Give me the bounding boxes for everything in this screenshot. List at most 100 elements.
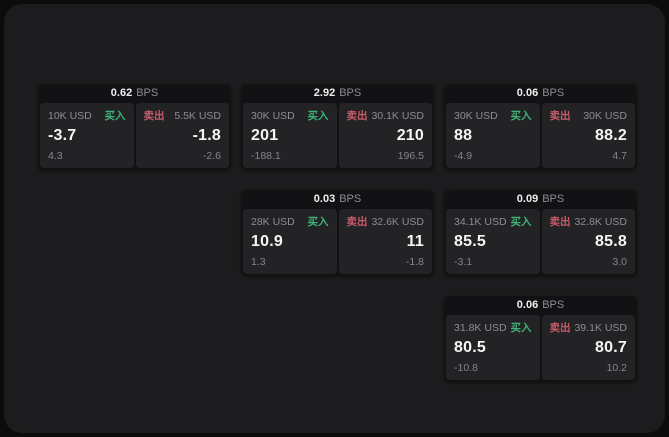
bps-unit-label: BPS	[542, 193, 565, 205]
bps-unit-label: BPS	[136, 87, 159, 99]
sell-price: 88.2	[595, 127, 627, 144]
sell-side-label: 卖出	[549, 110, 571, 122]
buy-tile-top-row: 31.8K USD 买入	[454, 322, 532, 334]
buy-delta: -3.1	[454, 256, 473, 268]
sell-amount: 5.5K USD	[174, 110, 221, 122]
bps-value: 0.09	[516, 193, 539, 205]
sell-delta: 10.2	[606, 362, 627, 374]
sell-side-label: 卖出	[346, 110, 368, 122]
sell-tile-top-row: 卖出 39.1K USD	[550, 322, 628, 334]
bps-value: 0.03	[313, 193, 336, 205]
buy-amount: 28K USD	[251, 216, 295, 228]
card-header: 2.92 BPS	[241, 84, 434, 103]
sell-quote-tile[interactable]: 卖出 30K USD 88.2 4.7	[541, 103, 635, 168]
sell-tile-top-row: 卖出 30.1K USD	[347, 110, 425, 122]
sell-price: 85.8	[595, 233, 627, 250]
sell-delta: -2.6	[202, 150, 221, 162]
bps-value: 0.06	[516, 299, 539, 311]
quote-card: 0.09 BPS 34.1K USD 买入 85.5 -3.1 卖出 32.8K…	[444, 190, 637, 276]
sell-delta: 196.5	[397, 150, 424, 162]
card-header: 0.09 BPS	[444, 190, 637, 209]
sell-quote-tile[interactable]: 卖出 39.1K USD 80.7 10.2	[541, 315, 635, 380]
sell-price: -1.8	[192, 127, 221, 144]
sell-delta: 3.0	[612, 256, 627, 268]
buy-quote-tile[interactable]: 34.1K USD 买入 85.5 -3.1	[446, 209, 540, 274]
sell-quote-tile[interactable]: 卖出 32.6K USD 11 -1.8	[338, 209, 432, 274]
bps-unit-label: BPS	[542, 87, 565, 99]
buy-delta: -188.1	[251, 150, 281, 162]
buy-tile-top-row: 30K USD 买入	[251, 110, 329, 122]
sell-amount: 32.6K USD	[371, 216, 424, 228]
card-body: 28K USD 买入 10.9 1.3 卖出 32.6K USD 11 -1.8	[241, 209, 434, 276]
card-body: 30K USD 买入 201 -188.1 卖出 30.1K USD 210 1…	[241, 103, 434, 170]
quote-card: 0.06 BPS 30K USD 买入 88 -4.9 卖出 30K USD 8…	[444, 84, 637, 170]
main-panel: 0.62 BPS 10K USD 买入 -3.7 4.3 卖出 5.5K USD…	[4, 4, 665, 433]
buy-side-label: 买入	[307, 110, 329, 122]
buy-quote-tile[interactable]: 28K USD 买入 10.9 1.3	[243, 209, 337, 274]
buy-amount: 30K USD	[454, 110, 498, 122]
buy-delta: -4.9	[454, 150, 473, 162]
buy-amount: 34.1K USD	[454, 216, 507, 228]
sell-tile-top-row: 卖出 32.8K USD	[550, 216, 628, 228]
buy-quote-tile[interactable]: 30K USD 买入 88 -4.9	[446, 103, 540, 168]
sell-amount: 30.1K USD	[371, 110, 424, 122]
bps-unit-label: BPS	[339, 87, 362, 99]
card-header: 0.62 BPS	[38, 84, 231, 103]
card-body: 10K USD 买入 -3.7 4.3 卖出 5.5K USD -1.8 -2.…	[38, 103, 231, 170]
buy-amount: 30K USD	[251, 110, 295, 122]
sell-quote-tile[interactable]: 卖出 30.1K USD 210 196.5	[338, 103, 432, 168]
sell-price: 210	[396, 127, 424, 144]
card-body: 30K USD 买入 88 -4.9 卖出 30K USD 88.2 4.7	[444, 103, 637, 170]
sell-amount: 39.1K USD	[574, 322, 627, 334]
buy-tile-top-row: 34.1K USD 买入	[454, 216, 532, 228]
buy-price: 88	[454, 127, 473, 144]
sell-tile-top-row: 卖出 30K USD	[550, 110, 628, 122]
sell-delta: -1.8	[405, 256, 424, 268]
bps-unit-label: BPS	[542, 299, 565, 311]
sell-tile-top-row: 卖出 5.5K USD	[144, 110, 222, 122]
sell-side-label: 卖出	[346, 216, 368, 228]
buy-delta: -10.8	[454, 362, 478, 374]
sell-delta: 4.7	[612, 150, 627, 162]
sell-amount: 30K USD	[583, 110, 627, 122]
sell-quote-tile[interactable]: 卖出 5.5K USD -1.8 -2.6	[135, 103, 229, 168]
buy-price: 201	[251, 127, 279, 144]
buy-side-label: 买入	[510, 110, 532, 122]
sell-side-label: 卖出	[549, 216, 571, 228]
quote-cards-grid: 0.62 BPS 10K USD 买入 -3.7 4.3 卖出 5.5K USD…	[38, 84, 637, 382]
sell-price: 80.7	[595, 339, 627, 356]
card-body: 31.8K USD 买入 80.5 -10.8 卖出 39.1K USD 80.…	[444, 315, 637, 382]
sell-tile-top-row: 卖出 32.6K USD	[347, 216, 425, 228]
buy-side-label: 买入	[307, 216, 329, 228]
buy-tile-top-row: 10K USD 买入	[48, 110, 126, 122]
buy-side-label: 买入	[104, 110, 126, 122]
quote-card: 0.62 BPS 10K USD 买入 -3.7 4.3 卖出 5.5K USD…	[38, 84, 231, 170]
sell-price: 11	[406, 233, 424, 250]
quote-card: 0.06 BPS 31.8K USD 买入 80.5 -10.8 卖出 39.1…	[444, 296, 637, 382]
buy-price: -3.7	[48, 127, 77, 144]
quote-card: 2.92 BPS 30K USD 买入 201 -188.1 卖出 30.1K …	[241, 84, 434, 170]
bps-value: 0.62	[110, 87, 133, 99]
card-header: 0.06 BPS	[444, 296, 637, 315]
card-header: 0.03 BPS	[241, 190, 434, 209]
buy-amount: 31.8K USD	[454, 322, 507, 334]
sell-side-label: 卖出	[549, 322, 571, 334]
sell-quote-tile[interactable]: 卖出 32.8K USD 85.8 3.0	[541, 209, 635, 274]
sell-side-label: 卖出	[143, 110, 165, 122]
card-header: 0.06 BPS	[444, 84, 637, 103]
buy-delta: 4.3	[48, 150, 63, 162]
buy-side-label: 买入	[510, 216, 532, 228]
bps-unit-label: BPS	[339, 193, 362, 205]
buy-amount: 10K USD	[48, 110, 92, 122]
bps-value: 0.06	[516, 87, 539, 99]
buy-tile-top-row: 28K USD 买入	[251, 216, 329, 228]
buy-quote-tile[interactable]: 31.8K USD 买入 80.5 -10.8	[446, 315, 540, 380]
quote-card: 0.03 BPS 28K USD 买入 10.9 1.3 卖出 32.6K US…	[241, 190, 434, 276]
buy-price: 85.5	[454, 233, 486, 250]
buy-quote-tile[interactable]: 30K USD 买入 201 -188.1	[243, 103, 337, 168]
buy-quote-tile[interactable]: 10K USD 买入 -3.7 4.3	[40, 103, 134, 168]
sell-amount: 32.8K USD	[574, 216, 627, 228]
card-body: 34.1K USD 买入 85.5 -3.1 卖出 32.8K USD 85.8…	[444, 209, 637, 276]
bps-value: 2.92	[313, 87, 336, 99]
buy-price: 80.5	[454, 339, 486, 356]
